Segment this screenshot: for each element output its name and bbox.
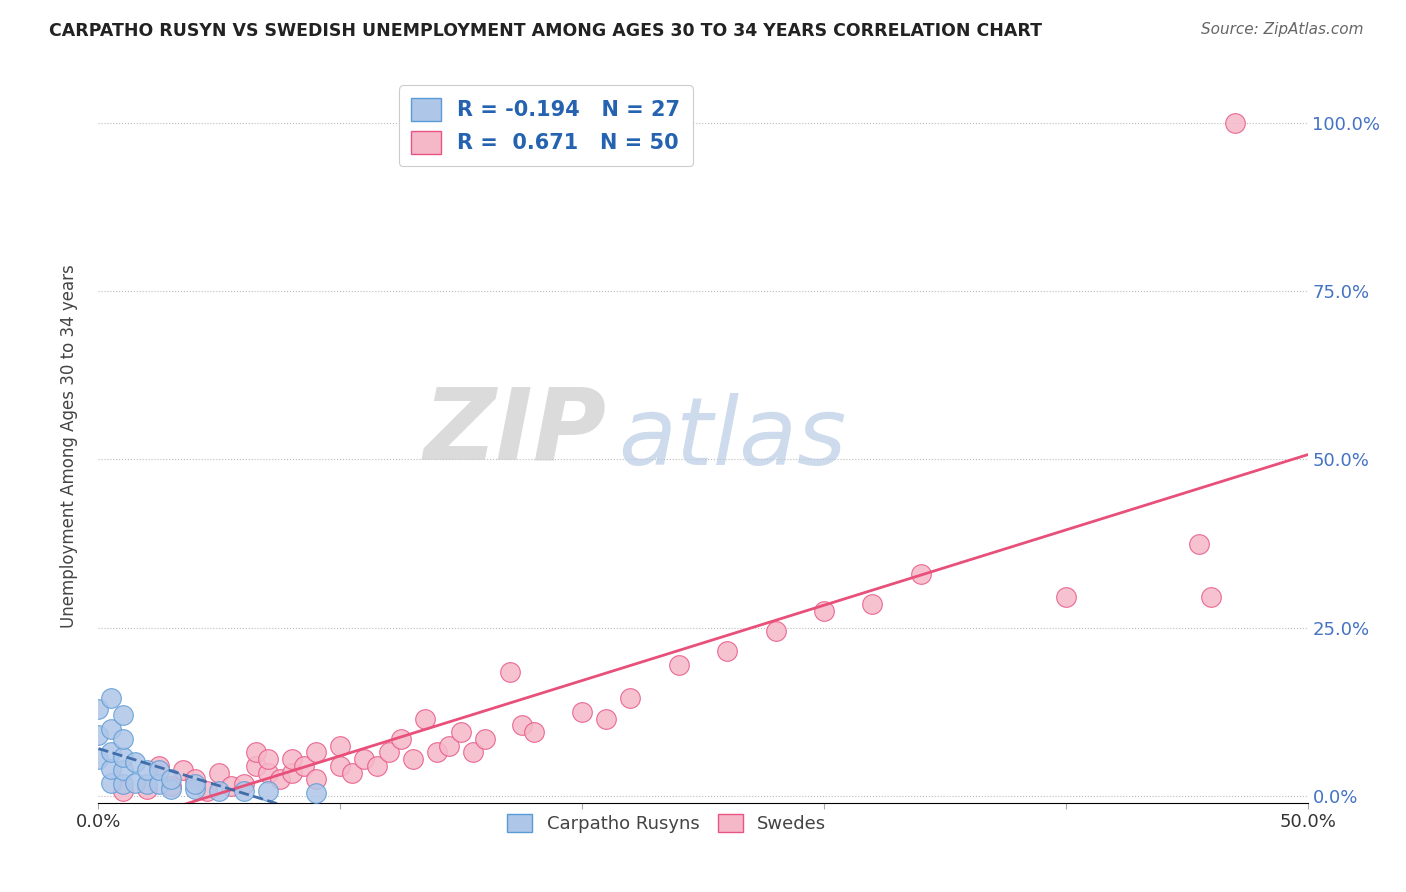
Point bbox=[256, 765, 278, 780]
Point bbox=[353, 752, 375, 766]
Point bbox=[100, 762, 122, 776]
Point bbox=[256, 783, 278, 797]
Point bbox=[111, 764, 134, 778]
Point bbox=[619, 691, 641, 706]
Point bbox=[135, 782, 157, 797]
Point bbox=[100, 775, 122, 789]
Point bbox=[668, 657, 690, 672]
Point bbox=[366, 758, 388, 772]
Point bbox=[860, 597, 883, 611]
Point bbox=[148, 764, 170, 778]
Point bbox=[329, 758, 352, 772]
Point bbox=[124, 756, 146, 770]
Point bbox=[100, 722, 122, 736]
Point bbox=[111, 731, 134, 746]
Point bbox=[377, 745, 399, 759]
Point bbox=[437, 739, 460, 753]
Point bbox=[160, 782, 183, 797]
Point bbox=[389, 731, 412, 746]
Point bbox=[1054, 591, 1077, 605]
Text: Source: ZipAtlas.com: Source: ZipAtlas.com bbox=[1201, 22, 1364, 37]
Point bbox=[426, 745, 449, 759]
Point bbox=[160, 779, 183, 793]
Point bbox=[135, 777, 157, 791]
Text: CARPATHO RUSYN VS SWEDISH UNEMPLOYMENT AMONG AGES 30 TO 34 YEARS CORRELATION CHA: CARPATHO RUSYN VS SWEDISH UNEMPLOYMENT A… bbox=[49, 22, 1042, 40]
Point bbox=[413, 712, 436, 726]
Point bbox=[111, 783, 134, 797]
Point bbox=[256, 752, 278, 766]
Point bbox=[765, 624, 787, 639]
Point bbox=[1188, 536, 1211, 550]
Point bbox=[221, 779, 243, 793]
Point bbox=[172, 764, 194, 778]
Point bbox=[510, 718, 533, 732]
Point bbox=[910, 566, 932, 581]
Point bbox=[305, 745, 328, 759]
Point bbox=[87, 701, 110, 715]
Point bbox=[232, 777, 254, 791]
Point bbox=[87, 752, 110, 766]
Text: ZIP: ZIP bbox=[423, 384, 606, 480]
Point bbox=[111, 708, 134, 723]
Point bbox=[329, 739, 352, 753]
Point bbox=[245, 758, 267, 772]
Point bbox=[450, 725, 472, 739]
Point bbox=[474, 731, 496, 746]
Point bbox=[208, 783, 231, 797]
Point bbox=[232, 783, 254, 797]
Point bbox=[269, 772, 291, 787]
Point bbox=[1223, 116, 1246, 130]
Point bbox=[135, 764, 157, 778]
Point bbox=[305, 772, 328, 787]
Point bbox=[184, 772, 207, 787]
Point bbox=[595, 712, 617, 726]
Point bbox=[245, 745, 267, 759]
Point bbox=[148, 777, 170, 791]
Point bbox=[100, 745, 122, 759]
Point bbox=[402, 752, 425, 766]
Text: atlas: atlas bbox=[619, 393, 846, 484]
Point bbox=[184, 782, 207, 797]
Point bbox=[208, 765, 231, 780]
Point bbox=[716, 644, 738, 658]
Point bbox=[124, 775, 146, 789]
Point bbox=[523, 725, 546, 739]
Point bbox=[1199, 591, 1222, 605]
Point bbox=[87, 729, 110, 743]
Point bbox=[813, 604, 835, 618]
Y-axis label: Unemployment Among Ages 30 to 34 years: Unemployment Among Ages 30 to 34 years bbox=[59, 264, 77, 628]
Point bbox=[281, 752, 304, 766]
Point bbox=[148, 758, 170, 772]
Point bbox=[571, 705, 593, 719]
Point bbox=[463, 745, 485, 759]
Point bbox=[195, 783, 218, 797]
Point bbox=[160, 772, 183, 787]
Point bbox=[111, 777, 134, 791]
Point bbox=[281, 765, 304, 780]
Point bbox=[100, 691, 122, 706]
Point bbox=[342, 765, 364, 780]
Point bbox=[498, 665, 520, 679]
Point bbox=[305, 786, 328, 800]
Legend: Carpatho Rusyns, Swedes: Carpatho Rusyns, Swedes bbox=[499, 806, 834, 840]
Point bbox=[292, 758, 315, 772]
Point bbox=[184, 777, 207, 791]
Point bbox=[111, 750, 134, 764]
